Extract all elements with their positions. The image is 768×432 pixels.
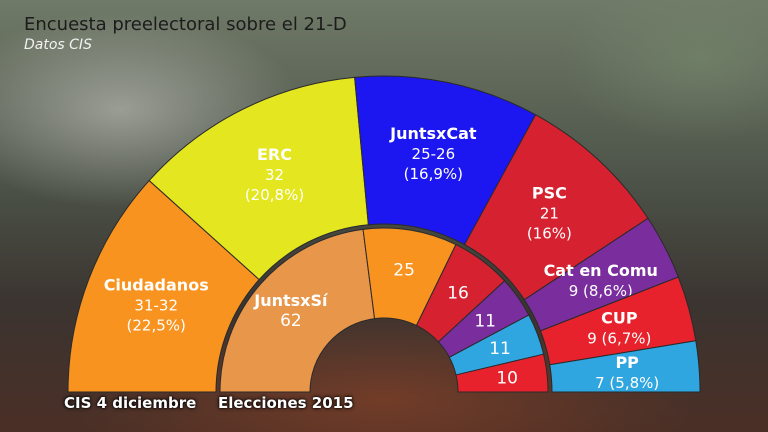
party-name-label: Cat en Comu [544,261,658,280]
outer-chart-label: CIS 4 diciembre [64,394,197,412]
seats-label: 9 (8,6%) [569,282,633,300]
party-name-label: ERC [257,145,292,164]
seats-label: 10 [496,369,518,389]
chart-subtitle: Datos CIS [24,37,92,53]
inner-chart-label: Elecciones 2015 [218,394,354,412]
segment-juntsxs- [219,228,376,393]
chart-title: Encuesta preelectoral sobre el 21-D [24,14,347,35]
percent-label: (22,5%) [127,317,186,335]
party-name-label: JuntsxCat [389,124,477,143]
seats-label: 16 [447,284,469,304]
segment-seats-5 [455,353,549,393]
seats-label: 31-32 [134,297,178,315]
percent-label: (20,8%) [245,186,304,204]
segment-pp [549,340,701,393]
party-name-label: Ciudadanos [104,276,209,295]
seats-label: 9 (6,7%) [587,329,651,347]
party-name-label: CUP [601,308,638,327]
seats-label: 32 [265,166,284,184]
percent-label: (16%) [527,225,572,243]
seats-label: 11 [474,311,496,331]
party-name-label: PSC [532,184,567,203]
seats-label: 62 [280,311,302,331]
seats-label: 25-26 [412,145,456,163]
seats-label: 11 [489,339,511,359]
party-name-label: JuntsxSí [253,291,329,310]
cis-parliament-chart: Ciudadanos 31-32 (22,5%) ERC 32 (20,8%) Juntsx… [67,75,701,393]
seats-label: 21 [540,205,559,223]
seats-label: 25 [393,261,415,281]
percent-label: (16,9%) [404,165,463,183]
party-name-label: PP [615,353,639,372]
seats-label: 7 (5,8%) [595,374,659,392]
